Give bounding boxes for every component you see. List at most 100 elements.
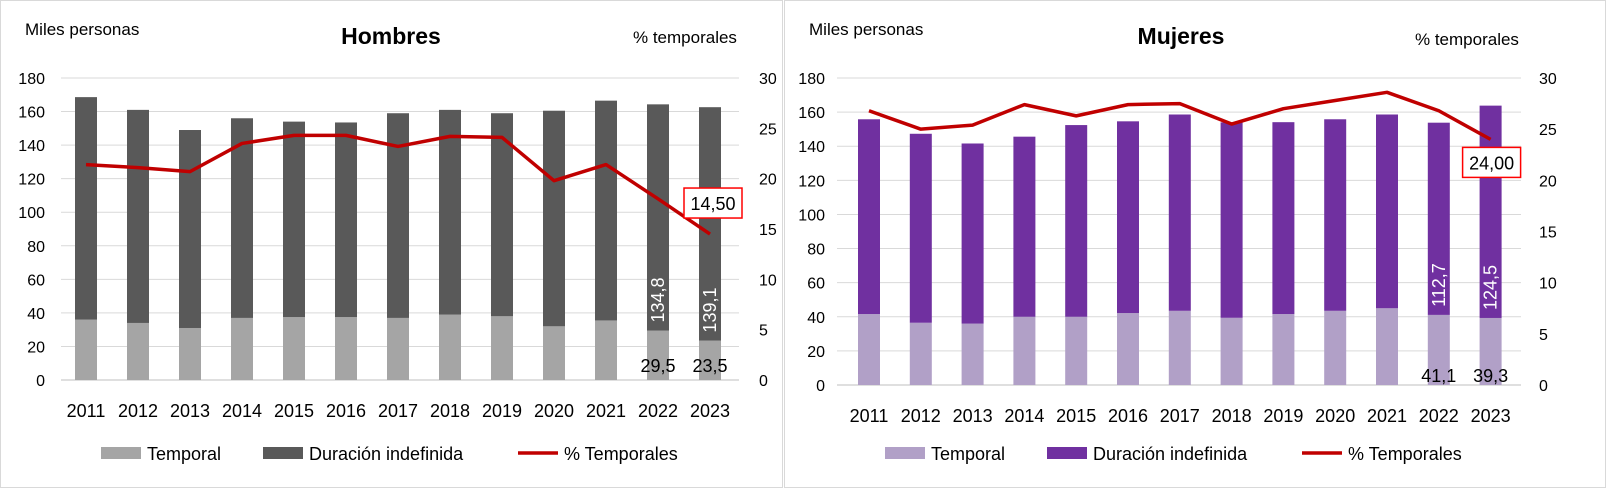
y-tick-label: 40: [27, 306, 45, 323]
legend-label-pct: % Temporales: [1348, 444, 1462, 464]
bar-indefinida: [1427, 122, 1450, 315]
bar-temporal: [387, 317, 409, 380]
bar-indefinida: [699, 107, 721, 341]
y2-tick-label: 0: [759, 373, 768, 390]
y-tick-label: 180: [18, 71, 45, 88]
y2-tick-label: 30: [759, 71, 777, 88]
legend-swatch-temporal: [101, 447, 141, 459]
x-tick-label: 2022: [638, 401, 678, 421]
y-tick-label: 60: [27, 272, 45, 289]
bar-temporal: [1376, 308, 1398, 385]
data-label-indefinida: 139,1: [700, 288, 720, 333]
bar-indefinida: [491, 113, 513, 317]
chart-hombres: Hombres Miles personas % temporales 0 20 40 60…: [18, 20, 777, 464]
bar-indefinida: [439, 109, 461, 315]
bar-temporal: [179, 327, 201, 380]
legend-label-temporal: Temporal: [147, 444, 221, 464]
bar-indefinida: [1220, 122, 1243, 318]
last-value-box: [1461, 146, 1522, 179]
bar-indefinida: [858, 119, 880, 315]
data-label-indefinida: 112,7: [1429, 263, 1449, 307]
x-tick-label: 2023: [1471, 406, 1511, 426]
bar-indefinida: [647, 104, 669, 331]
bar-temporal: [335, 317, 357, 380]
y-tick-label: 160: [18, 105, 45, 122]
data-label-indefinida: 124,5: [1481, 265, 1501, 310]
bar-temporal: [699, 340, 721, 380]
legend-label-pct: % Temporales: [564, 444, 678, 464]
y2-axis-label: % temporales: [633, 28, 737, 47]
bar-indefinida: [231, 118, 253, 318]
y-axis-label: Miles personas: [809, 20, 923, 39]
bar-indefinida: [1013, 136, 1036, 317]
y2-tick-label: 25: [1539, 122, 1557, 139]
bar-temporal: [1324, 310, 1347, 385]
x-tick-label: 2021: [1367, 406, 1407, 426]
y2-axis-label: % temporales: [1415, 30, 1519, 49]
y2-tick-label: 15: [1539, 225, 1557, 242]
bar-temporal: [1220, 317, 1243, 385]
bar-temporal: [231, 317, 253, 380]
y-tick-label: 20: [27, 339, 45, 356]
y-tick-label: 40: [807, 310, 825, 327]
bar-temporal: [1013, 316, 1036, 385]
x-tick-label: 2014: [1004, 406, 1044, 426]
bar-temporal: [439, 314, 461, 380]
y2-tick-label: 5: [759, 323, 768, 340]
x-tick-label: 2015: [1056, 406, 1096, 426]
bar-indefinida: [1376, 114, 1398, 309]
legend-swatch-indefinida: [1047, 447, 1087, 459]
data-label-temporal: 41,1: [1421, 366, 1456, 386]
x-tick-label: 2016: [326, 401, 366, 421]
bar-indefinida: [961, 143, 984, 324]
y-tick-label: 140: [18, 138, 45, 155]
y2-tick-label: 5: [1539, 327, 1548, 344]
legend-swatch-indefinida: [263, 447, 303, 459]
x-tick-label: 2020: [1315, 406, 1355, 426]
bar-indefinida: [179, 130, 201, 328]
data-label-temporal: 29,5: [640, 356, 675, 376]
x-tick-label: 2019: [482, 401, 522, 421]
bar-indefinida: [127, 109, 149, 323]
y2-tick-label: 10: [759, 272, 777, 289]
x-tick-label: 2013: [953, 406, 993, 426]
bar-temporal: [75, 319, 97, 380]
x-tick-label: 2016: [1108, 406, 1148, 426]
bar-temporal: [1065, 316, 1088, 385]
x-tick-label: 2011: [67, 401, 106, 421]
bar-temporal: [1117, 313, 1139, 385]
bar-indefinida: [387, 113, 409, 318]
y-tick-label: 160: [798, 105, 825, 122]
bar-indefinida: [543, 110, 565, 327]
bar-indefinida: [1065, 125, 1088, 317]
x-tick-label: 2012: [118, 401, 158, 421]
y-tick-label: 20: [807, 344, 825, 361]
y-tick-label: 140: [798, 139, 825, 156]
y2-tick-label: 20: [759, 172, 777, 189]
last-value-box: [683, 187, 743, 219]
bar-indefinida: [1272, 122, 1295, 315]
chart-title: Mujeres: [1138, 23, 1225, 49]
last-value-label: 24,00: [1469, 153, 1514, 173]
y-tick-label: 100: [18, 205, 45, 222]
y-tick-label: 80: [807, 242, 825, 259]
bar-temporal: [1272, 314, 1295, 385]
bar-indefinida: [75, 97, 97, 320]
bar-temporal: [858, 314, 880, 385]
x-tick-label: 2015: [274, 401, 314, 421]
y-tick-label: 180: [798, 71, 825, 88]
y-tick-label: 120: [798, 173, 825, 190]
data-label-temporal: 23,5: [692, 356, 727, 376]
x-tick-label: 2013: [170, 401, 210, 421]
bar-temporal: [283, 317, 305, 380]
data-label-temporal: 39,3: [1473, 366, 1508, 386]
y2-tick-label: 10: [1539, 276, 1557, 293]
y-axis-label: Miles personas: [25, 20, 139, 39]
y-tick-label: 60: [807, 276, 825, 293]
bar-temporal: [543, 326, 565, 380]
bar-temporal: [127, 322, 149, 380]
bar-indefinida: [595, 100, 617, 321]
x-tick-label: 2018: [1212, 406, 1252, 426]
bar-temporal: [595, 320, 617, 380]
bar-temporal: [1479, 317, 1502, 385]
